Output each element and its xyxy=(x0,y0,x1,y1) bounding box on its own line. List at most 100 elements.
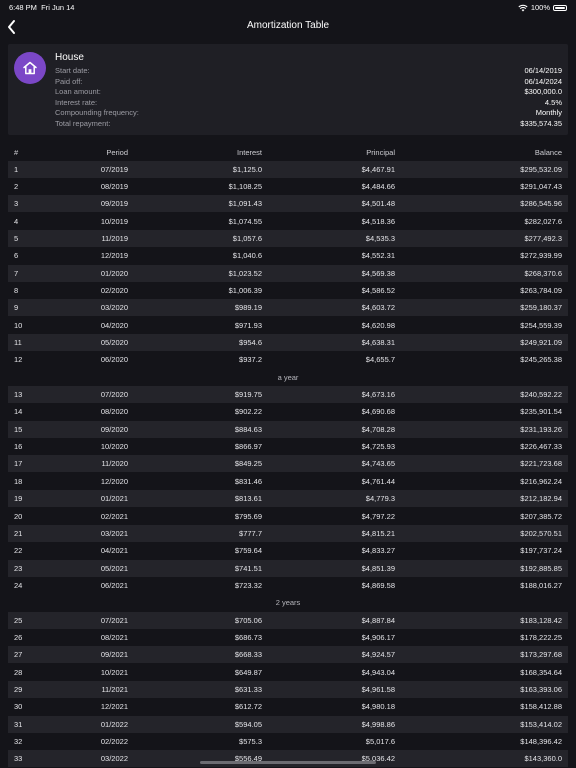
row-number: 17 xyxy=(14,459,23,469)
status-bar: 6:48 PM Fri Jun 14 100% xyxy=(0,0,576,14)
row-interest: $1,040.6 xyxy=(232,251,262,261)
row-number: 22 xyxy=(14,546,23,556)
row-balance: $235,901.54 xyxy=(520,407,562,417)
row-number: 27 xyxy=(14,650,23,660)
row-interest: $612.72 xyxy=(234,702,262,712)
row-balance: $192,885.85 xyxy=(520,563,562,573)
row-interest: $759.64 xyxy=(234,546,262,556)
nav-bar: Amortization Table xyxy=(0,14,576,40)
battery-icon xyxy=(553,4,567,11)
row-period: 10/2019 xyxy=(100,216,128,226)
row-interest: $831.46 xyxy=(234,476,262,486)
row-principal: $4,467.91 xyxy=(361,164,395,174)
row-interest: $575.3 xyxy=(239,737,262,747)
home-indicator[interactable] xyxy=(200,761,376,764)
table-row: 6 12/2019 $1,040.6 $4,552.31 $272,939.99 xyxy=(8,247,568,264)
row-interest: $556.49 xyxy=(234,754,262,764)
row-principal: $4,620.98 xyxy=(361,320,395,330)
row-balance: $259,180.37 xyxy=(520,303,562,313)
table-row: 31 01/2022 $594.05 $4,998.86 $153,414.02 xyxy=(8,715,568,733)
row-number: 10 xyxy=(14,320,23,330)
row-balance: $231,193.26 xyxy=(520,424,562,434)
table-row: 12 06/2020 $937.2 $4,655.7 $245,265.38 xyxy=(8,351,568,368)
row-number: 16 xyxy=(14,442,23,452)
row-balance: $277,492.3 xyxy=(524,233,562,243)
summary-values: 06/14/2019 06/14/2024 $300,000.0 4.5% Mo… xyxy=(520,66,562,129)
row-period: 12/2021 xyxy=(100,702,128,712)
table-row: 11 05/2020 $954.6 $4,638.31 $249,921.09 xyxy=(8,334,568,351)
back-button[interactable] xyxy=(4,17,22,37)
row-principal: $4,833.27 xyxy=(361,546,395,556)
row-principal: $4,869.58 xyxy=(361,580,395,590)
total-repayment-value: $335,574.35 xyxy=(520,118,562,128)
row-interest: $954.6 xyxy=(239,338,262,347)
table-row: 32 02/2022 $575.3 $5,017.6 $148,396.42 xyxy=(8,733,568,750)
row-principal: $4,501.48 xyxy=(361,199,395,209)
row-balance: $158,412.88 xyxy=(520,702,562,712)
house-icon xyxy=(14,52,46,84)
row-number: 26 xyxy=(14,632,23,642)
row-period: 12/2019 xyxy=(100,251,128,261)
row-interest: $884.63 xyxy=(234,424,262,434)
row-interest: $1,074.55 xyxy=(228,216,262,226)
row-number: 19 xyxy=(14,494,23,504)
row-principal: $4,673.16 xyxy=(361,390,395,400)
row-principal: $4,535.3 xyxy=(365,233,395,243)
row-period: 05/2020 xyxy=(100,338,128,347)
row-interest: $705.06 xyxy=(234,615,262,625)
table-row: 5 11/2019 $1,057.6 $4,535.3 $277,492.3 xyxy=(8,229,568,247)
row-interest: $902.22 xyxy=(234,407,262,417)
wifi-icon xyxy=(518,4,528,11)
row-interest: $686.73 xyxy=(234,632,262,642)
row-balance: $221,723.68 xyxy=(520,459,562,469)
table-row: 17 11/2020 $849.25 $4,743.65 $221,723.68 xyxy=(8,455,568,473)
row-period: 03/2022 xyxy=(100,754,128,764)
row-interest: $1,006.39 xyxy=(228,285,262,295)
row-period: 06/2020 xyxy=(100,355,128,365)
row-number: 28 xyxy=(14,667,23,677)
row-interest: $1,108.25 xyxy=(228,181,262,191)
row-period: 03/2021 xyxy=(100,528,128,538)
year-separator-label: a year xyxy=(277,372,299,382)
table-row: 9 03/2020 $989.19 $4,603.72 $259,180.37 xyxy=(8,299,568,317)
row-interest: $1,057.6 xyxy=(232,233,262,243)
row-principal: $4,638.31 xyxy=(361,338,395,347)
header-interest: Interest xyxy=(236,148,262,157)
row-principal: $4,943.04 xyxy=(361,667,395,677)
row-number: 14 xyxy=(14,407,23,417)
row-interest: $631.33 xyxy=(234,685,262,694)
row-period: 02/2020 xyxy=(100,285,128,295)
row-number: 30 xyxy=(14,702,23,712)
row-principal: $4,779.3 xyxy=(365,494,395,504)
table-row: 19 01/2021 $813.61 $4,779.3 $212,182.94 xyxy=(8,490,568,508)
row-period: 01/2020 xyxy=(100,268,128,278)
table-row: 21 03/2021 $777.7 $4,815.21 $202,570.51 xyxy=(8,524,568,542)
row-principal: $4,743.65 xyxy=(361,459,395,469)
table-row: 10 04/2020 $971.93 $4,620.98 $254,559.39 xyxy=(8,317,568,334)
table-row: 4 10/2019 $1,074.55 $4,518.36 $282,027.6 xyxy=(8,213,568,230)
row-number: 13 xyxy=(14,390,23,400)
row-principal: $4,797.22 xyxy=(361,511,395,521)
row-balance: $268,370.6 xyxy=(524,268,562,278)
total-repayment-label: Total repayment: xyxy=(55,118,111,128)
status-time: 6:48 PM Fri Jun 14 xyxy=(9,3,75,12)
row-principal: $4,518.36 xyxy=(361,216,395,226)
row-interest: $813.61 xyxy=(234,494,262,504)
paid-off-value: 06/14/2024 xyxy=(524,76,562,86)
row-balance: $153,414.02 xyxy=(520,719,562,729)
row-interest: $866.97 xyxy=(234,442,262,452)
row-principal: $4,586.52 xyxy=(361,285,395,295)
row-principal: $4,725.93 xyxy=(361,442,395,452)
row-number: 4 xyxy=(14,216,19,226)
row-principal: $4,906.17 xyxy=(361,632,395,642)
row-period: 08/2021 xyxy=(100,632,128,642)
loan-name: House xyxy=(55,52,84,63)
row-principal: $4,569.38 xyxy=(361,268,395,278)
row-number: 8 xyxy=(14,285,19,295)
paid-off-label: Paid off: xyxy=(55,76,83,86)
table-row: 13 07/2020 $919.75 $4,673.16 $240,592.22 xyxy=(8,386,568,404)
row-period: 06/2021 xyxy=(100,580,128,590)
row-period: 07/2020 xyxy=(100,390,128,400)
row-number: 33 xyxy=(14,754,23,764)
row-balance: $143,360.0 xyxy=(524,754,562,764)
